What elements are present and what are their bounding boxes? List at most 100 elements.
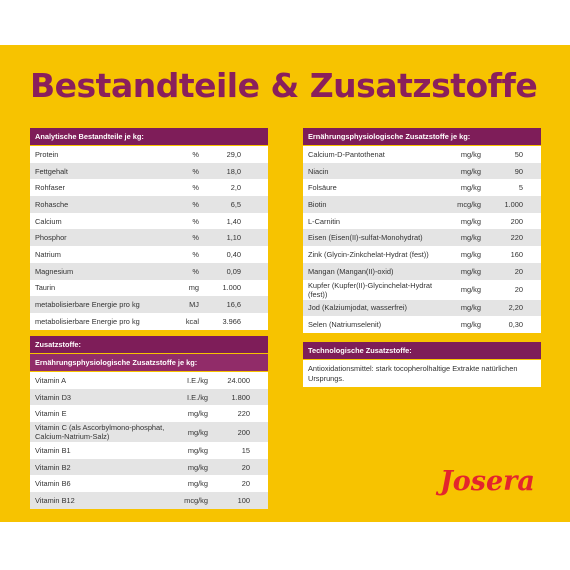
table-row: Rohfaser% 2,0 [30,179,268,197]
nutrient-name: Vitamin B1 [35,445,71,455]
amount: 2,20 [508,303,523,313]
table-header: Analytische Bestandteile je kg: [30,128,268,146]
logo: Josera [440,466,535,497]
table-row: Vitamin B1 mg/kg 15 [30,442,268,459]
table: Ernährungsphysiologische Zusatzstoffe je… [303,128,541,333]
nutrient-name: Vitamin B12 [35,495,75,505]
table-header: Ernährungsphysiologische Zusatzstoffe je… [30,354,268,372]
unit: % [192,249,199,259]
unit: mg/kg [187,445,208,455]
table-row: Taurin mg 1.000 [30,279,268,297]
table-header: Ernährungsphysiologische Zusatzstoffe je… [303,128,541,146]
amount: 1,40 [226,216,241,226]
nutrient-name: Zink (Glycin-Zinkchelat-Hydrat (fest)) [308,249,429,259]
amount: 24.000 [227,375,250,385]
nutrient-name: Vitamin C (als Ascorbylmono-phosphat, Ca… [35,423,165,442]
amount: 100 [237,495,250,505]
nutrient-name: Vitamin B2 [35,462,71,472]
unit: mg/kg [187,479,208,489]
table: Analytische Bestandteile je kg: Protein% 2… [30,128,268,330]
nutrient-name: Selen (Natriumselenit) [308,320,382,330]
unit: MJ [189,300,199,310]
table-row: Vitamin C (als Ascorbylmono-phosphat, Ca… [30,422,268,443]
unit: mcg/kg [457,199,481,209]
table-row: Niacin mg/kg 90 [303,162,541,180]
table-row: Eisen (Eisen(II)-sulfat-Monohydrat) mg/kg… [303,229,541,247]
table-row: Vitamin B2 mg/kg 20 [30,458,268,476]
amount: 1.800 [231,392,251,402]
amount: 18,0 [226,166,241,176]
table-row: Magnesium% 0,09 [30,262,268,280]
unit: % [192,183,199,193]
unit: mg/kg [460,233,481,243]
unit: mg/kg [460,166,481,176]
table-body: Vitamin A I.E./kg 24.000 Vitamin D3 I.E./kg 1… [30,372,268,509]
table-row: Jod (Kalziumjodat, wasserfrei) mg/kg 2,20 [303,299,541,317]
table-header: Zusatzstoffe: [30,336,268,354]
table-row: metabolisierbare Energie pro kg MJ 16,6 [30,296,268,313]
nutrient-name: Rohasche [35,199,69,209]
table-row: Rohasche% 6,5 [30,196,268,213]
amount: 6,5 [230,199,241,209]
nutrient-name: metabolisierbare Energie pro kg [35,316,140,326]
table-row: Kupfer (Kupfer(II)-Glycinchelat-Hydrat (… [303,279,541,300]
nutrient-name: Magnesium [35,266,74,276]
amount: 90 [514,166,523,176]
nutrient-name: L-Carnitin [308,216,341,226]
unit: kcal [185,316,199,326]
table: Technologische Zusatzstoffe: Antioxidatio… [303,342,541,387]
nutrient-name: Natrium [35,249,61,259]
unit: mg/kg [460,216,481,226]
table-row: metabolisierbare Energie pro kg kcal 3.966 [30,312,268,330]
table-row: Vitamin B12 mcg/kg 100 [30,492,268,509]
nutrient-name: Niacin [308,166,329,176]
amount: 220 [510,233,523,243]
amount: 29,0 [226,149,241,159]
amount: 20 [514,266,523,276]
amount: 1,10 [226,233,241,243]
unit: % [192,233,199,243]
table-row: Folsäure mg/kg 5 [303,179,541,197]
unit: mg/kg [187,409,208,419]
table: Zusatzstoffe: Ernährungsphysiologische Zu… [30,336,268,509]
nutrient-name: Mangan (Mangan(II)-oxid) [308,266,394,276]
nutrient-name: Calcium [35,216,62,226]
amount: 1.000 [504,199,524,209]
table-row: Protein% 29,0 [30,146,268,163]
table-text: Antioxidationsmittel: stark tocopherolha… [303,360,541,387]
title: Bestandteile & Zusatzstoffe [30,66,538,105]
nutrient-name: Vitamin E [35,409,67,419]
unit: mg/kg [460,303,481,313]
nutrient-name: Calcium-D-Pantothenat [308,149,385,159]
unit: mcg/kg [184,495,208,505]
amount: 5 [518,183,523,193]
amount: 20 [241,479,250,489]
nutrient-name: Vitamin A [35,375,67,385]
amount: 2,0 [230,183,241,193]
unit: mg/kg [460,285,481,294]
unit: % [192,166,199,176]
amount: 16,6 [226,300,241,310]
nutrient-name: Vitamin B6 [35,479,71,489]
unit: % [192,266,199,276]
amount: 160 [510,249,523,259]
unit: mg/kg [187,427,208,437]
amount: 220 [237,409,250,419]
unit: mg/kg [460,149,481,159]
amount: 200 [510,216,523,226]
table-row: Natrium% 0,40 [30,246,268,263]
nutrient-name: Vitamin D3 [35,392,72,402]
table-row: Calcium-D-Pantothenat mg/kg 50 [303,146,541,163]
unit: I.E./kg [187,392,208,402]
nutrient-name: Fettgehalt [35,166,68,176]
amount: 15 [241,445,250,455]
unit: mg/kg [460,249,481,259]
table-row: Zink (Glycin-Zinkchelat-Hydrat (fest)) mg… [303,246,541,263]
amount: 0,09 [226,266,241,276]
amount: 20 [241,462,250,472]
nutrient-name: Kupfer (Kupfer(II)-Glycinchelat-Hydrat (… [308,280,433,299]
unit: mg/kg [460,266,481,276]
amount: 20 [514,285,523,294]
nutrient-name: Rohfaser [35,183,65,193]
nutrient-name: Phosphor [35,233,67,243]
